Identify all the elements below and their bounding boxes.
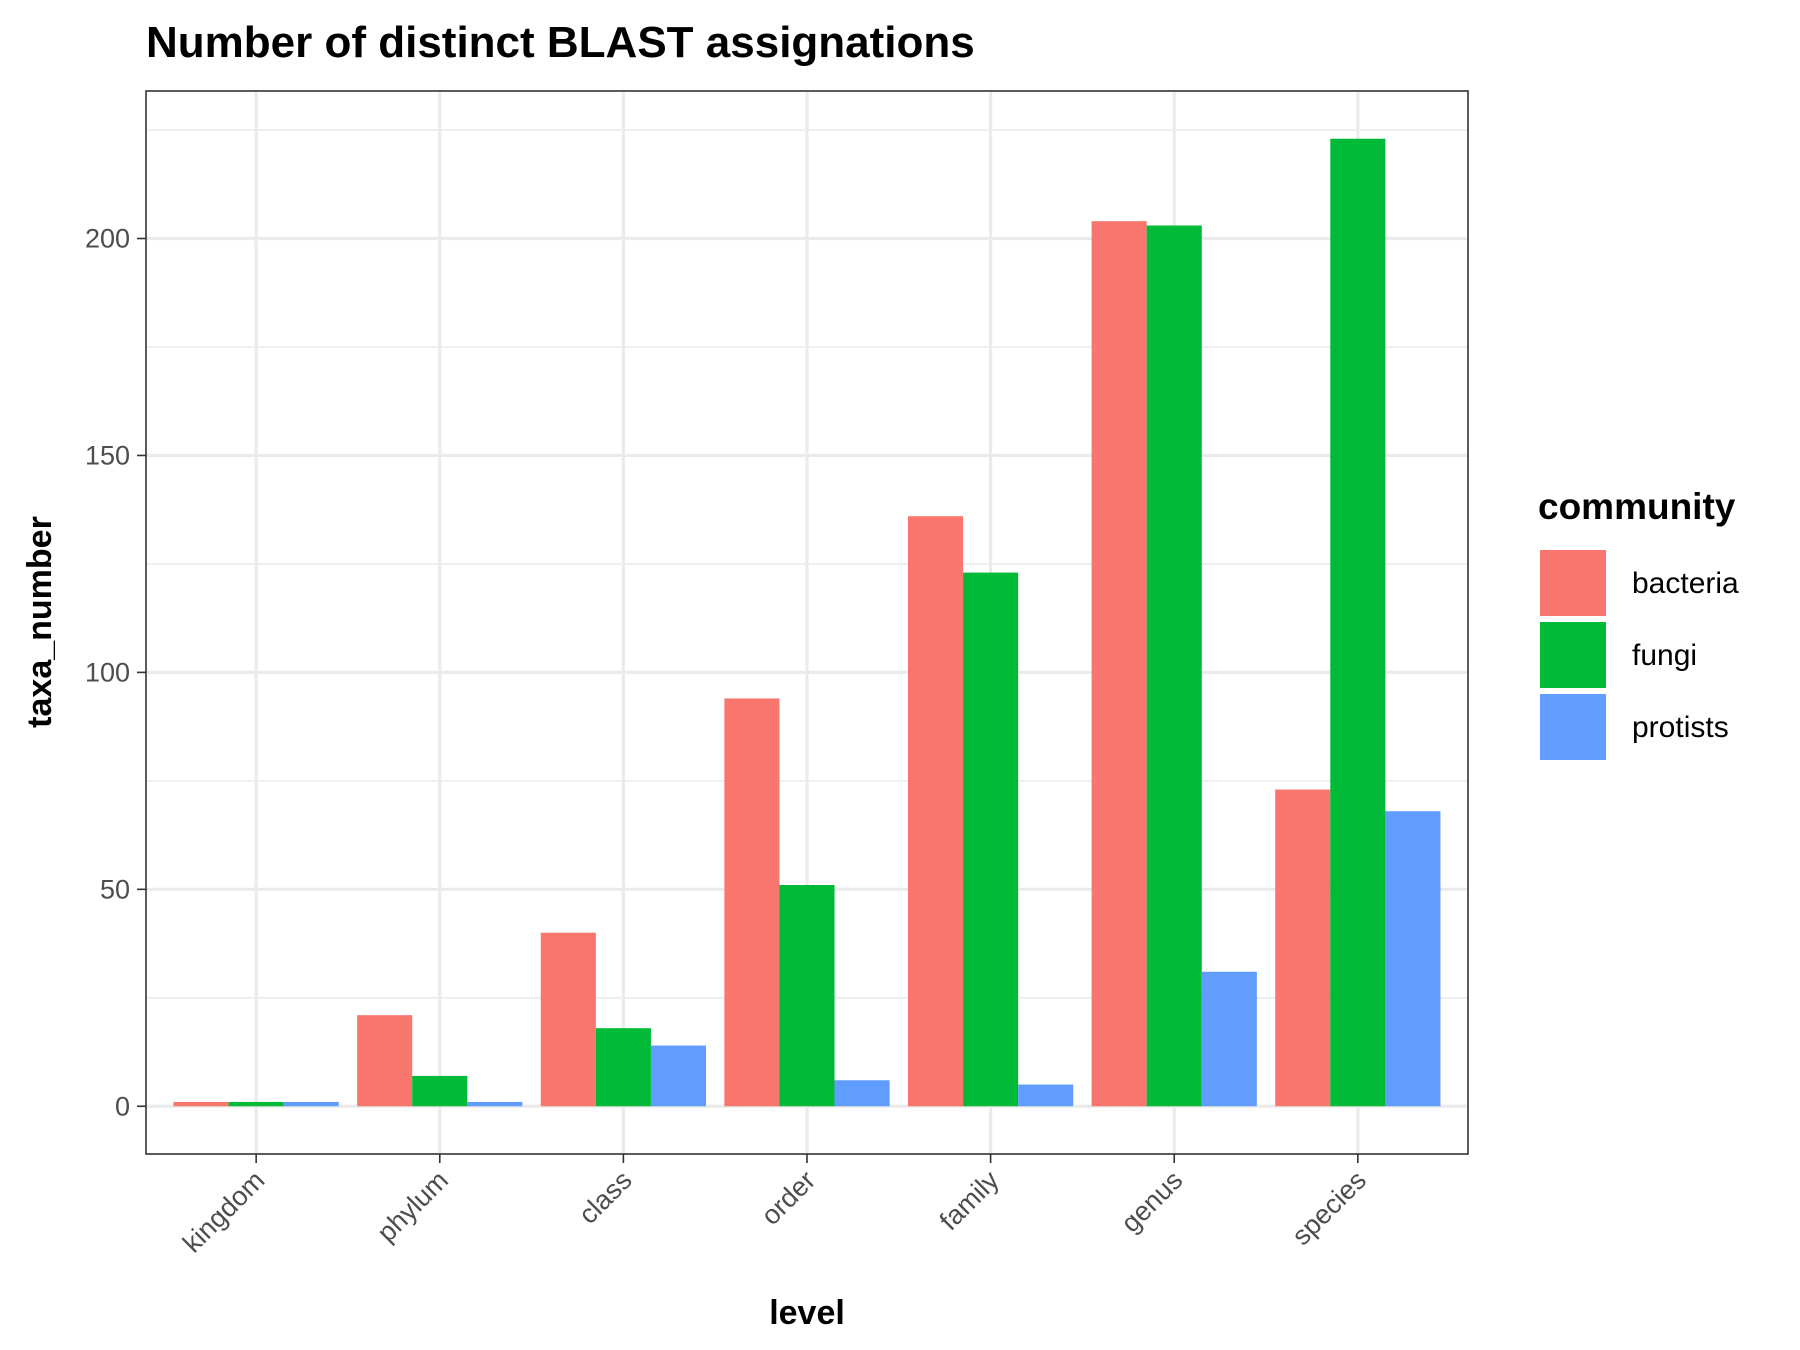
bar-fungi-family [963, 572, 1019, 1107]
y-tick-label: 50 [100, 874, 130, 904]
bar-bacteria-order [724, 698, 780, 1107]
bar-protists-order [834, 1080, 890, 1107]
y-tick-label: 200 [85, 224, 130, 254]
y-axis-title: taxa_number [21, 516, 59, 728]
bars [173, 138, 1441, 1107]
bar-fungi-order [779, 884, 835, 1107]
legend: community bacteria fungi protists [1538, 486, 1739, 760]
bar-bacteria-genus [1091, 221, 1147, 1107]
bar-fungi-class [595, 1028, 651, 1107]
bar-protists-species [1385, 811, 1441, 1107]
y-tick-label: 150 [85, 440, 130, 470]
bar-bacteria-class [540, 932, 596, 1107]
bar-bacteria-kingdom [173, 1101, 229, 1107]
bar-bacteria-species [1275, 789, 1331, 1107]
bar-protists-phylum [467, 1101, 523, 1107]
bar-fungi-genus [1146, 225, 1202, 1107]
bar-fungi-species [1330, 138, 1386, 1107]
bar-protists-kingdom [283, 1101, 339, 1107]
legend-key-protists [1540, 694, 1606, 760]
y-tick-label: 0 [115, 1091, 130, 1121]
legend-label-fungi: fungi [1632, 639, 1697, 672]
bar-fungi-phylum [412, 1075, 468, 1107]
legend-label-bacteria: bacteria [1632, 567, 1739, 600]
bar-bacteria-family [907, 516, 964, 1107]
bar-bacteria-phylum [357, 1015, 413, 1107]
chart-title: Number of distinct BLAST assignations [146, 18, 975, 67]
legend-title: community [1538, 486, 1736, 527]
x-axis-title: level [769, 1294, 845, 1332]
bar-protists-genus [1201, 971, 1257, 1107]
bar-protists-family [1018, 1084, 1074, 1107]
legend-key-fungi [1540, 622, 1606, 688]
y-tick-label: 100 [85, 657, 130, 687]
bar-protists-class [650, 1045, 707, 1107]
legend-key-bacteria [1540, 550, 1606, 616]
bar-fungi-kingdom [228, 1101, 284, 1107]
legend-label-protists: protists [1632, 711, 1729, 744]
